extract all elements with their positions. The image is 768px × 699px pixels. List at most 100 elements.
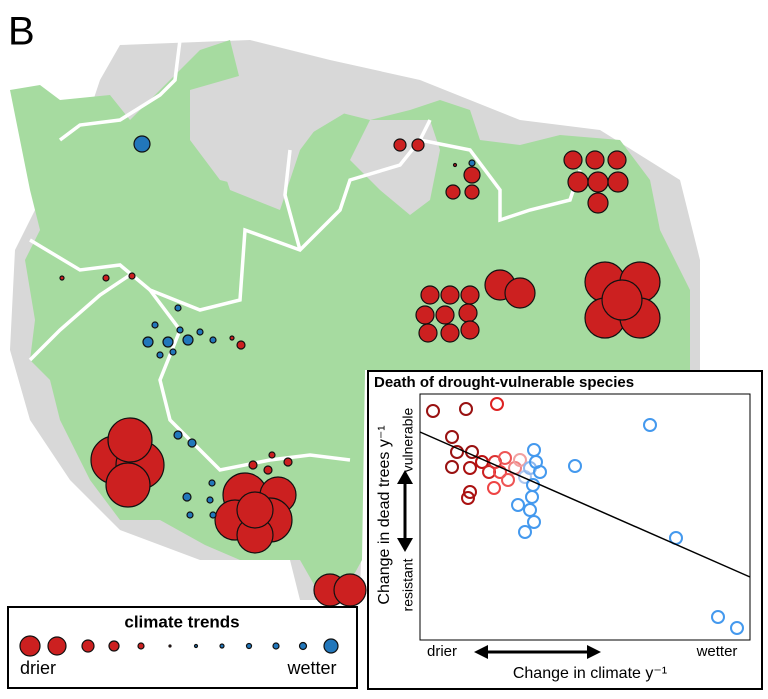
map-dot [587, 171, 609, 193]
inset-point [493, 465, 507, 479]
inset-plot [419, 393, 751, 641]
map-dot [268, 451, 276, 459]
map-dot [445, 184, 461, 200]
inset-point [730, 621, 744, 635]
inset-point [426, 404, 440, 418]
y-top-label: vulnerable [400, 407, 416, 472]
map-dot [393, 138, 407, 152]
map-dot [176, 326, 184, 334]
map-dot [236, 491, 274, 529]
y-arrow [397, 470, 413, 552]
map-dot [248, 460, 258, 470]
inset-point [513, 453, 527, 467]
map-dot [151, 321, 159, 329]
map-dot [173, 430, 183, 440]
map-dot [142, 336, 154, 348]
map-dot [209, 511, 217, 519]
inset-point [445, 460, 459, 474]
legend-dot [323, 638, 339, 654]
map-dot [504, 277, 536, 309]
map-dot [460, 320, 480, 340]
inset-point [511, 498, 525, 512]
legend-left: drier [20, 658, 56, 678]
inset-point [498, 451, 512, 465]
legend-dot [219, 643, 225, 649]
inset-point [568, 459, 582, 473]
x-right-label: wetter [696, 643, 738, 660]
map-dot [187, 438, 197, 448]
inset-point [450, 445, 464, 459]
map-dot [567, 171, 589, 193]
map-dot [440, 323, 460, 343]
map-dot [411, 138, 425, 152]
inset-point [463, 485, 477, 499]
inset-box [367, 370, 763, 690]
legend-dot [272, 642, 280, 650]
inset-point [523, 503, 537, 517]
x-left-label: drier [427, 643, 457, 660]
map-dot [133, 135, 151, 153]
inset-point [445, 430, 459, 444]
map-dot [458, 303, 478, 323]
legend-dot [108, 640, 120, 652]
legend-title: climate trends [124, 612, 239, 631]
map-dot [435, 305, 455, 325]
map-dot [420, 285, 440, 305]
inset-point [643, 418, 657, 432]
legend-dot [47, 636, 67, 656]
legend-dot [19, 635, 41, 657]
inset-point [501, 473, 515, 487]
forest [10, 40, 690, 600]
inset-point [518, 525, 532, 539]
x-axis-label: Change in climate y⁻¹ [513, 665, 667, 682]
legend-dot [245, 642, 253, 650]
map-dot [468, 159, 476, 167]
map-dot [59, 275, 65, 281]
legend-dot [81, 639, 95, 653]
map-dot [415, 305, 435, 325]
trend-line [419, 431, 751, 578]
map-dot [460, 285, 480, 305]
map-dot [102, 274, 110, 282]
map-dot [607, 150, 627, 170]
inset-point [459, 402, 473, 416]
inset-point [533, 465, 547, 479]
map-dot [208, 479, 216, 487]
map-dot [463, 166, 481, 184]
map-dot [229, 335, 235, 341]
map-dot [105, 462, 151, 508]
map-dot [174, 304, 182, 312]
map-dot [182, 492, 192, 502]
map-dot [333, 573, 367, 607]
map-dot [585, 150, 605, 170]
inset-title: Death of drought-vulnerable species [374, 374, 634, 391]
map-dot [563, 150, 583, 170]
legend-dot [193, 643, 199, 649]
map-dot [206, 496, 214, 504]
map-dot [186, 511, 194, 519]
map-dot [182, 334, 194, 346]
inset-point [463, 461, 477, 475]
map-dot [209, 336, 217, 344]
map-dot [283, 457, 293, 467]
x-arrow [474, 645, 601, 659]
inset-point [490, 397, 504, 411]
legend-dots [19, 635, 339, 657]
panel-label: B [8, 10, 35, 54]
land-gap [190, 70, 350, 190]
inset-point [525, 490, 539, 504]
map-dot [464, 184, 480, 200]
map-dot [601, 279, 643, 321]
legend-dot [298, 641, 308, 651]
legend-dot [137, 642, 145, 650]
map-dot [162, 336, 174, 348]
map-dot [169, 348, 177, 356]
y-bottom-label: resistant [400, 558, 416, 611]
inset-point [487, 481, 501, 495]
legend-right: wetter [286, 658, 336, 678]
inset-point [711, 610, 725, 624]
legend-dot [168, 644, 172, 648]
map-dot [452, 162, 458, 168]
y-axis-label: Change in dead trees y⁻¹ [376, 425, 393, 604]
